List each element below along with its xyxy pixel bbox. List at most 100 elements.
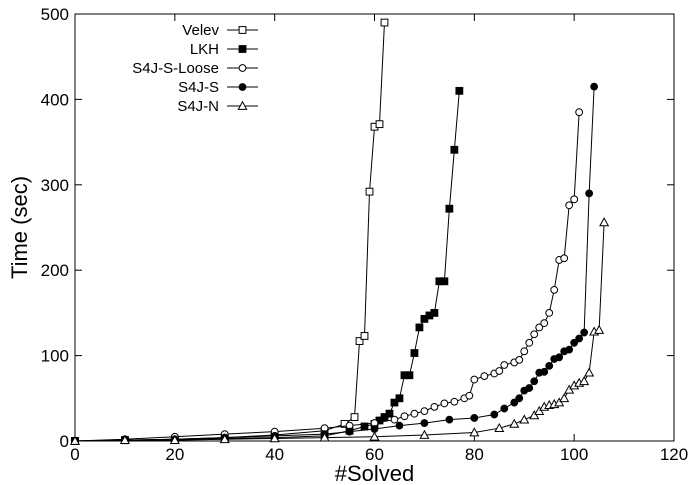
data-point-lkh <box>445 204 454 213</box>
y-tick-label: 400 <box>41 90 69 109</box>
data-point-lkh <box>390 398 399 407</box>
data-point-s4j-s-loose <box>420 407 429 416</box>
series-s4j-s-loose <box>71 108 584 445</box>
y-tick-label: 0 <box>60 432 69 451</box>
series-s4j-s <box>71 82 599 445</box>
data-point-s4j-s-loose <box>520 347 529 356</box>
x-tick-label: 120 <box>660 445 688 464</box>
data-point-s4j-n <box>319 432 330 442</box>
data-point-s4j-s-loose <box>570 195 579 204</box>
data-point-lkh <box>450 145 459 154</box>
data-point-lkh <box>410 349 419 357</box>
x-tick-label: 80 <box>465 445 484 464</box>
series-line-lkh <box>74 90 460 442</box>
data-point-s4j-s-loose <box>500 361 509 369</box>
data-point-s4j-s <box>545 361 554 370</box>
legend-marker <box>238 64 247 72</box>
data-point-s4j-s-loose <box>465 391 474 400</box>
data-point-lkh <box>415 323 424 332</box>
y-axis: 0 100 200 300 400 500 <box>41 5 674 451</box>
series-line-velev <box>74 22 385 442</box>
data-point-s4j-s <box>490 410 499 419</box>
data-point-s4j-s-loose <box>495 367 504 375</box>
data-point-s4j-s-loose <box>440 399 449 408</box>
data-point-s4j-s <box>510 398 519 407</box>
series-velev <box>71 18 389 445</box>
data-point-s4j-s-loose <box>400 412 409 421</box>
data-point-s4j-s-loose <box>480 372 489 380</box>
data-point-s4j-s-loose <box>525 338 534 347</box>
data-point-lkh <box>430 309 439 317</box>
data-point-s4j-s <box>515 394 524 403</box>
legend-item-s4j-s: S4J-S <box>178 79 258 96</box>
data-point-s4j-s <box>580 328 589 337</box>
data-point-s4j-n <box>269 433 280 443</box>
data-point-s4j-s-loose <box>545 309 554 317</box>
data-point-s4j-s-loose <box>470 375 479 384</box>
data-point-velev <box>355 337 364 345</box>
data-point-lkh <box>440 277 449 286</box>
data-point-s4j-n <box>69 435 81 445</box>
legend-label: S4J-S-Loose <box>132 60 219 77</box>
data-point-velev <box>350 413 359 421</box>
data-point-lkh <box>405 371 414 380</box>
data-point-s4j-n <box>599 217 610 227</box>
data-point-s4j-s-loose <box>575 108 584 117</box>
data-point-s4j-s <box>395 421 404 430</box>
data-point-velev <box>365 187 374 196</box>
data-point-s4j-n <box>219 434 230 444</box>
data-point-s4j-s-loose <box>450 397 459 406</box>
series-layer <box>69 18 610 445</box>
data-point-s4j-n <box>419 429 430 439</box>
legend-item-velev: Velev <box>182 22 258 39</box>
data-point-s4j-n <box>559 393 570 403</box>
data-point-s4j-s-loose <box>560 254 569 263</box>
legend-marker <box>237 100 248 110</box>
data-point-s4j-s <box>470 414 479 422</box>
x-tick-label: 40 <box>265 445 284 464</box>
legend-label: S4J-N <box>177 98 219 115</box>
y-tick-label: 100 <box>41 347 69 366</box>
data-point-s4j-s <box>345 427 354 436</box>
data-point-s4j-s <box>370 425 379 433</box>
data-point-s4j-s-loose <box>390 415 399 424</box>
x-tick-label: 0 <box>70 445 79 464</box>
legend-item-s4j-n: S4J-N <box>177 98 258 115</box>
data-point-lkh <box>395 394 404 403</box>
data-point-lkh <box>455 86 464 95</box>
series-line-s4j-s <box>74 86 595 442</box>
legend-label: LKH <box>190 41 219 58</box>
data-point-s4j-s-loose <box>530 330 539 339</box>
y-tick-label: 500 <box>41 5 69 24</box>
data-point-s4j-s-loose <box>565 201 574 210</box>
legend-label: Velev <box>182 22 219 39</box>
data-point-s4j-s <box>445 415 454 424</box>
legend-item-s4j-s-loose: S4J-S-Loose <box>132 60 258 77</box>
data-point-s4j-s <box>565 345 574 354</box>
data-point-s4j-s <box>420 419 429 427</box>
x-tick-label: 20 <box>165 445 184 464</box>
series-line-s4j-s-loose <box>74 112 580 442</box>
data-point-s4j-s-loose <box>540 319 549 328</box>
data-point-s4j-s-loose <box>430 402 439 411</box>
data-point-s4j-s <box>500 404 509 413</box>
x-axis: 0 20 40 60 80 100 120 <box>70 14 688 464</box>
x-tick-label: 60 <box>365 445 384 464</box>
data-point-s4j-s <box>530 377 539 386</box>
y-tick-label: 200 <box>41 261 69 280</box>
series-s4j-n <box>69 217 610 445</box>
legend-label: S4J-S <box>178 79 219 96</box>
data-point-velev <box>380 18 389 27</box>
legend-marker <box>238 45 247 53</box>
data-point-s4j-n <box>509 418 520 428</box>
x-axis-title: #Solved <box>335 461 415 485</box>
data-point-s4j-s-loose <box>535 323 544 332</box>
y-axis-title: Time (sec) <box>7 176 32 279</box>
data-point-s4j-s <box>575 334 584 343</box>
data-point-s4j-n <box>584 367 595 377</box>
data-point-s4j-s <box>585 189 594 198</box>
data-point-s4j-n <box>469 427 480 437</box>
legend: Velev LKH S4J-S-Loose S4J-S S4J-N <box>132 22 258 115</box>
